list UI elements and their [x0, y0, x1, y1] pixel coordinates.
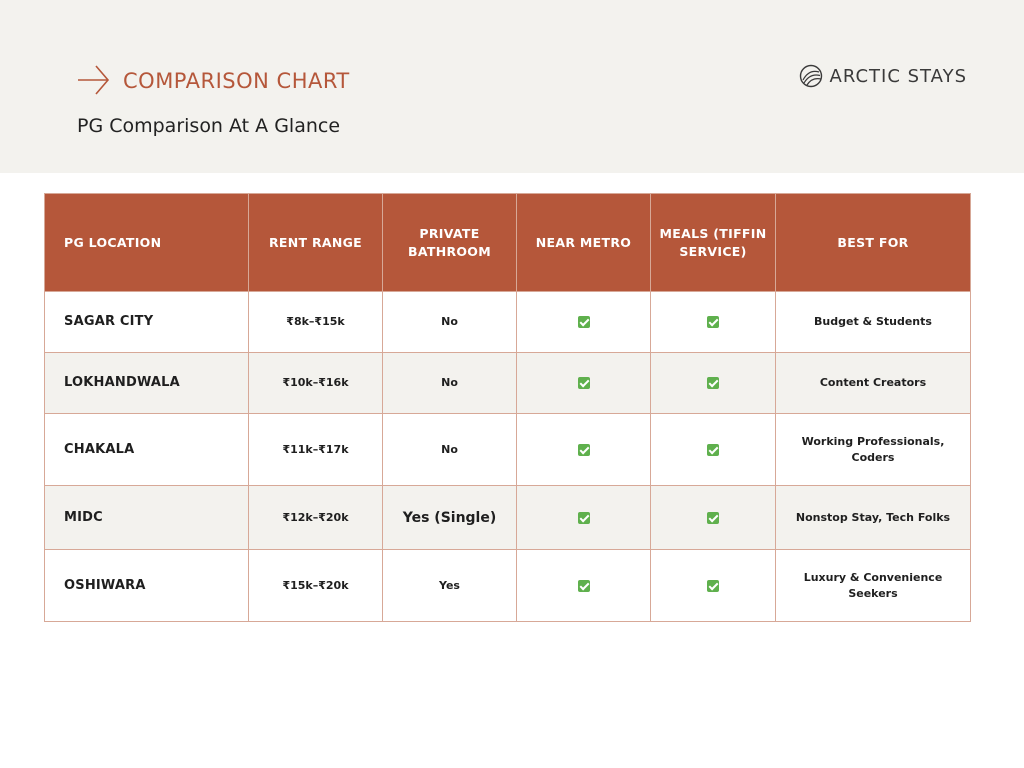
check-icon	[707, 316, 719, 328]
check-icon	[707, 511, 719, 524]
page-kicker: COMPARISON CHART	[123, 69, 350, 93]
meals-cell	[650, 352, 776, 414]
location-cell: SAGAR CITY	[44, 291, 249, 353]
meals-cell	[650, 549, 776, 622]
bathroom-cell: Yes (Single)	[382, 485, 517, 550]
bathroom-cell: Yes	[382, 549, 517, 622]
rent-cell: ₹12k–₹20k	[248, 485, 383, 550]
bathroom-cell: No	[382, 352, 517, 414]
bathroom-cell: No	[382, 291, 517, 353]
brand: ARCTIC STAYS	[799, 64, 967, 88]
check-icon	[577, 579, 590, 592]
best-for-cell: Working Professionals, Coders	[775, 413, 971, 486]
rent-cell: ₹10k–₹16k	[248, 352, 383, 414]
table-row: SAGAR CITY ₹8k–₹15k No Budget & Students	[44, 291, 971, 353]
table-row: CHAKALA ₹11k–₹17k No Working Professiona…	[44, 413, 971, 486]
header-band: COMPARISON CHART PG Comparison At A Glan…	[0, 0, 1024, 173]
brand-name: ARCTIC STAYS	[829, 65, 967, 87]
location-cell: OSHIWARA	[44, 549, 249, 622]
rent-cell: ₹15k–₹20k	[248, 549, 383, 622]
metro-cell	[516, 549, 651, 622]
location-cell: CHAKALA	[44, 413, 249, 486]
check-icon	[707, 443, 719, 456]
best-for-cell: Luxury & Convenience Seekers	[775, 549, 971, 622]
metro-cell	[516, 291, 651, 353]
comparison-table: PG LOCATION RENT RANGE PRIVATE BATHROOM …	[44, 193, 971, 622]
best-for-cell: Budget & Students	[775, 291, 971, 353]
column-header-location: PG LOCATION	[44, 193, 249, 292]
arctic-stays-logo-icon	[799, 64, 822, 88]
location-cell: MIDC	[44, 485, 249, 550]
column-header-rent: RENT RANGE	[248, 193, 383, 292]
check-icon	[707, 579, 719, 592]
table-header-row: PG LOCATION RENT RANGE PRIVATE BATHROOM …	[44, 193, 971, 292]
location-cell: LOKHANDWALA	[44, 352, 249, 414]
column-header-bathroom: PRIVATE BATHROOM	[382, 193, 517, 292]
check-icon	[577, 316, 590, 328]
table-row: OSHIWARA ₹15k–₹20k Yes Luxury & Convenie…	[44, 549, 971, 622]
rent-cell: ₹11k–₹17k	[248, 413, 383, 486]
best-for-cell: Content Creators	[775, 352, 971, 414]
check-icon	[577, 443, 590, 456]
column-header-best-for: BEST FOR	[775, 193, 971, 292]
check-icon	[707, 377, 719, 389]
table-row: MIDC ₹12k–₹20k Yes (Single) Nonstop Stay…	[44, 485, 971, 550]
rent-cell: ₹8k–₹15k	[248, 291, 383, 353]
meals-cell	[650, 485, 776, 550]
metro-cell	[516, 485, 651, 550]
meals-cell	[650, 291, 776, 353]
check-icon	[577, 377, 590, 389]
metro-cell	[516, 413, 651, 486]
arrow-right-icon	[78, 65, 110, 95]
column-header-meals: MEALS (TIFFIN SERVICE)	[650, 193, 776, 292]
page-title: PG Comparison At A Glance	[77, 115, 341, 137]
bathroom-cell: No	[382, 413, 517, 486]
meals-cell	[650, 413, 776, 486]
check-icon	[577, 511, 590, 524]
table-row: LOKHANDWALA ₹10k–₹16k No Content Creator…	[44, 352, 971, 414]
best-for-cell: Nonstop Stay, Tech Folks	[775, 485, 971, 550]
metro-cell	[516, 352, 651, 414]
column-header-metro: NEAR METRO	[516, 193, 651, 292]
